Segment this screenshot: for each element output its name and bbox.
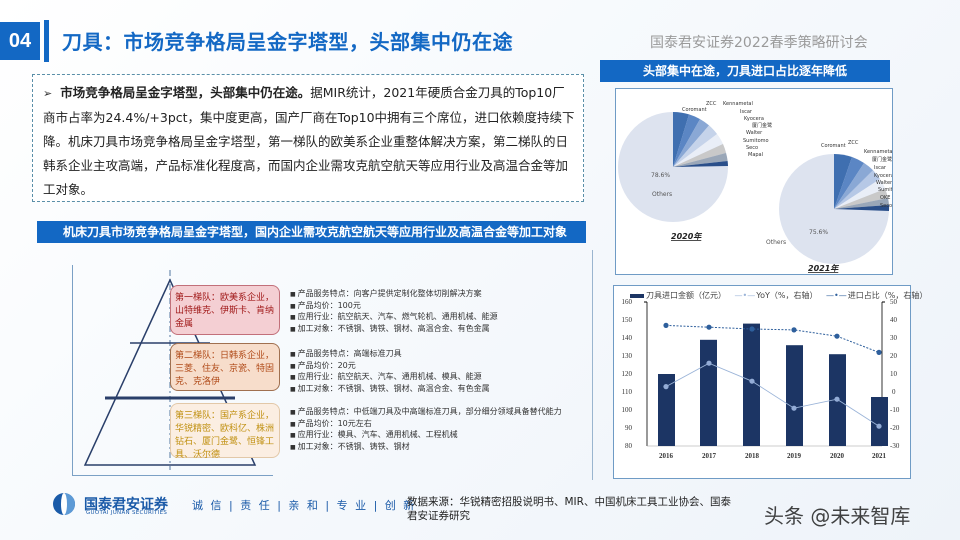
svg-text:90: 90: [625, 424, 633, 432]
svg-text:Kennametal: Kennametal: [864, 149, 892, 155]
svg-text:Iscar: Iscar: [740, 109, 753, 115]
svg-text:OKE: OKE: [880, 195, 890, 201]
pie-2020-title: 2020年: [671, 232, 702, 241]
pie-charts-frame: 78.6% Others 2020年 Coromant ZCC Kennametal…: [615, 88, 904, 275]
bullet: 加工对象：不锈钢、铸铁、钢材、高温合金、有色金属: [290, 384, 490, 396]
tier-3-bullets: 产品服务特点：中低端刀具及中高端标准刀具，部分细分领域具备替代能力 产品均价：1…: [290, 407, 562, 453]
svg-text:120: 120: [622, 370, 633, 378]
watermark: 头条 @未来智库: [764, 504, 911, 528]
svg-text:2016: 2016: [659, 452, 674, 460]
svg-text:Coromant: Coromant: [821, 143, 846, 149]
svg-text:厦门金鹭: 厦门金鹭: [752, 122, 772, 129]
bullet: 产品服务特点：高端标准刀具: [290, 349, 490, 361]
description-text: ➢ 市场竞争格局呈金字塔型，头部集中仍在途。据MIR统计，2021年硬质合金刀具的…: [43, 81, 575, 202]
divider: [592, 250, 593, 480]
svg-text:Seco: Seco: [880, 203, 892, 209]
data-source: 数据来源：华锐精密招股说明书、MIR、中国机床工具工业协会、国泰君安证券研究: [407, 496, 731, 522]
tier-2-bullets: 产品服务特点：高端标准刀具 产品均价：20元 应用行业：航空航天、汽车、通用机械…: [290, 349, 490, 395]
bullet: 加工对象：不锈钢、铸铁、钢材、高温合金、有色金属: [290, 324, 498, 336]
bullet: 加工对象：不锈钢、铸铁、钢材: [290, 442, 562, 454]
chart-legend: 刀具进口金额（亿元） —•—YoY（%，右轴） —•—进口占比（%，右轴）: [630, 290, 933, 301]
description-body: 据MIR统计，2021年硬质合金刀具的Top10厂商市占率为24.4%/+3pc…: [43, 85, 575, 197]
svg-text:50: 50: [890, 298, 898, 306]
svg-text:10: 10: [890, 370, 898, 378]
bullet: 应用行业：航空航天、汽车、通用机械、模具、能源: [290, 372, 490, 384]
svg-text:20: 20: [890, 352, 898, 360]
svg-text:160: 160: [622, 298, 633, 306]
svg-text:140: 140: [622, 334, 633, 342]
legend-import-value: 刀具进口金额（亿元）: [646, 291, 726, 300]
right-panel-banner: 头部集中在途，刀具进口占比逐年降低: [600, 60, 890, 82]
pie-2021-title: 2021年: [808, 264, 839, 273]
svg-text:Coromant: Coromant: [682, 107, 707, 113]
svg-text:2017: 2017: [702, 452, 717, 460]
arrow-bullet-icon: ➢: [43, 87, 53, 100]
svg-text:-10: -10: [890, 406, 900, 414]
svg-text:Kyocera: Kyocera: [874, 173, 892, 179]
svg-text:2019: 2019: [787, 452, 802, 460]
bullet: 产品服务特点：中低端刀具及中高端标准刀具，部分细分领域具备替代能力: [290, 407, 562, 419]
svg-text:Kennametal: Kennametal: [723, 101, 753, 107]
tier-1-box: 第一梯队：欧美系企业，山特维克、伊斯卡、肯纳金属: [170, 285, 280, 335]
svg-text:-30: -30: [890, 442, 900, 450]
import-chart-frame: 160 150 140 130 120 110 100 90 80 50 40 30 20 10 0…: [613, 285, 911, 479]
company-name: 国泰君安证券: [84, 497, 168, 513]
svg-text:130: 130: [622, 352, 633, 360]
bullet: 产品服务特点：向客户提供定制化整体切削解决方案: [290, 289, 498, 301]
bullet: 应用行业：模具、汽车、通用机械、工程机械: [290, 430, 562, 442]
svg-text:Seco: Seco: [746, 145, 758, 151]
bullet: 产品均价：20元: [290, 361, 490, 373]
description-box: ➢ 市场竞争格局呈金字塔型，头部集中仍在途。据MIR统计，2021年硬质合金刀具的…: [32, 74, 584, 202]
svg-text:Kyocera: Kyocera: [744, 116, 764, 122]
svg-text:2020: 2020: [830, 452, 845, 460]
company-name-en: GUOTAI JUNAN SECURITIES: [86, 510, 168, 516]
svg-text:80: 80: [625, 442, 633, 450]
bullet: 产品均价：10元左右: [290, 419, 562, 431]
company-motto: 诚 信 | 责 任 | 亲 和 | 专 业 | 创 新: [192, 499, 417, 512]
title-accent-bar: [44, 20, 49, 62]
svg-text:Sumitomo: Sumitomo: [878, 187, 892, 193]
svg-text:-20: -20: [890, 424, 900, 432]
section-number-badge: 04: [0, 22, 40, 60]
svg-text:2018: 2018: [745, 452, 760, 460]
svg-text:厦门金鹭: 厦门金鹭: [872, 156, 892, 163]
svg-text:30: 30: [890, 334, 898, 342]
company-logo-icon: [53, 493, 75, 515]
svg-text:110: 110: [622, 388, 633, 396]
legend-yoy: YoY（%，右轴）: [756, 291, 818, 300]
svg-text:Walter: Walter: [746, 130, 763, 136]
svg-text:ZCC: ZCC: [848, 140, 859, 146]
svg-text:Others: Others: [652, 191, 672, 198]
bullet: 产品均价：100元: [290, 301, 498, 313]
legend-bar-swatch: [630, 293, 644, 298]
tier-1-bullets: 产品服务特点：向客户提供定制化整体切削解决方案 产品均价：100元 应用行业：航…: [290, 289, 498, 335]
page-title: 刀具：市场竞争格局呈金字塔型，头部集中仍在途: [62, 30, 513, 54]
legend-import-share: 进口占比（%，右轴）: [847, 291, 928, 300]
pyramid-banner: 机床刀具市场竞争格局呈金字塔型，国内企业需攻克航空航天等应用行业及高温合金等加工…: [37, 221, 586, 243]
bullet: 应用行业：航空航天、汽车、燃气轮机、通用机械、能源: [290, 312, 498, 324]
svg-text:0: 0: [892, 388, 896, 396]
tier-3-box: 第三梯队：国产系企业，华锐精密、欧科亿、株洲钻石、厦门金鹭、恒锋工具、沃尔德: [170, 403, 280, 460]
svg-text:2021: 2021: [872, 452, 887, 460]
legend-yoy-swatch: —•—: [734, 291, 756, 300]
svg-text:75.6%: 75.6%: [809, 229, 828, 236]
pyramid-frame: [72, 265, 273, 476]
svg-text:Sumitomo: Sumitomo: [743, 138, 769, 144]
tier-2-box: 第二梯队：日韩系企业，三菱、住友、京瓷、特固克、克洛伊: [170, 343, 280, 391]
svg-text:78.6%: 78.6%: [651, 172, 670, 179]
svg-text:100: 100: [622, 406, 633, 414]
svg-text:ZCC: ZCC: [706, 101, 717, 107]
conference-title: 国泰君安证券2022春季策略研讨会: [650, 35, 868, 51]
description-lead: 市场竞争格局呈金字塔型，头部集中仍在途。: [60, 85, 311, 100]
svg-text:Others: Others: [766, 239, 786, 246]
svg-text:40: 40: [890, 316, 898, 324]
legend-share-swatch: —•—: [826, 291, 847, 300]
svg-text:Iscar: Iscar: [874, 165, 887, 171]
svg-text:150: 150: [622, 316, 633, 324]
svg-text:Mapal: Mapal: [748, 152, 763, 158]
svg-text:Walter: Walter: [876, 180, 892, 186]
